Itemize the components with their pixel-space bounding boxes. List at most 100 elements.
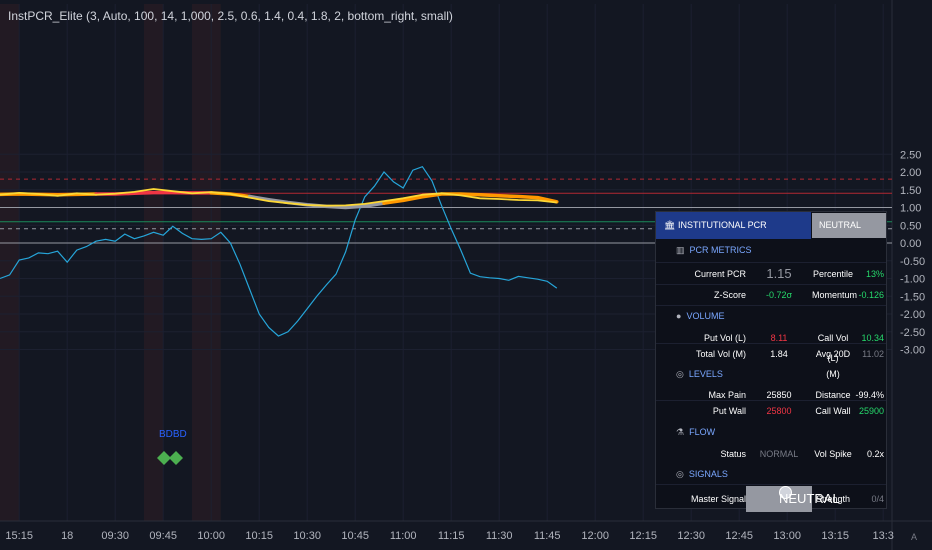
y-tick-label: 2.50 — [900, 149, 921, 161]
indicator-title[interactable]: InstPCR_Elite (3, Auto, 100, 14, 1,000, … — [8, 9, 453, 23]
x-tick-label: 09:30 — [101, 530, 129, 542]
momentum-label: Momentum — [812, 290, 858, 300]
zscore-line — [0, 165, 558, 337]
divider — [656, 284, 886, 285]
vol-spike-value: 0.2x — [866, 449, 884, 459]
section-flow: ⚗ FLOW — [656, 422, 886, 442]
pcr-fast-line — [0, 188, 557, 207]
row-total-vol: Total Vol (M) 1.84 Avg 20D (M) 11.02 — [656, 344, 886, 379]
strength-label: Strength — [815, 494, 851, 504]
y-tick-label: 1.50 — [900, 185, 921, 197]
microscope-icon: ⚗ — [676, 427, 685, 437]
row-flow-status: Status NORMAL Vol Spike 0.2x — [656, 444, 886, 464]
y-tick-label: -2.50 — [900, 327, 925, 339]
strength-value: 0/4 — [871, 494, 884, 504]
target-icon: ◎ — [676, 469, 684, 479]
x-tick-label: 11:00 — [390, 530, 417, 542]
y-tick-label: -2.00 — [900, 309, 925, 321]
signal-diamond-markers — [157, 451, 183, 465]
x-tick-label: 11:45 — [534, 530, 561, 542]
master-signal-value: NEUTRAL — [779, 491, 840, 506]
section-levels: ◎ LEVELS — [656, 364, 886, 384]
section-pcr-metrics: ▥ PCR METRICS — [656, 240, 886, 260]
y-tick-label: 1.00 — [900, 203, 921, 215]
x-tick-label: 12:15 — [629, 530, 657, 542]
chart-icon: ▥ — [676, 245, 685, 255]
x-tick-label: 10:45 — [341, 530, 369, 542]
master-signal-badge: NEUTRAL — [746, 486, 840, 512]
put-vol-value: 8.11 — [770, 333, 788, 343]
panel-status-badge: NEUTRAL — [812, 213, 886, 238]
vol-spike-label: Vol Spike — [814, 449, 852, 459]
x-tick-label: 13:15 — [821, 530, 849, 542]
x-tick-label: 09:45 — [149, 530, 177, 542]
panel-header: 🏛 INSTITUTIONAL PCR NEUTRAL — [656, 212, 886, 239]
divider — [656, 400, 886, 401]
call-vol-value: 10.34 — [861, 333, 884, 343]
x-tick-label: 12:45 — [725, 530, 753, 542]
x-tick-label: 10:30 — [293, 530, 321, 542]
master-signal-label: Master Signal — [690, 494, 746, 504]
row-zscore: Z-Score -0.72σ Momentum -0.126 — [656, 285, 886, 305]
x-axis[interactable]: 15:15 18 09:30 09:45 10:00 10:15 10:30 10:45 11:… — [5, 530, 893, 542]
flow-status-label: Status — [720, 449, 746, 459]
percentile-value: 13% — [865, 269, 884, 279]
call-wall-label: Call Wall — [815, 406, 851, 416]
x-tick-label: 12:30 — [677, 530, 705, 542]
divider — [656, 262, 886, 263]
diamond-marker — [157, 451, 171, 465]
flow-status-value: NORMAL — [759, 449, 799, 459]
x-tick-label: 10:00 — [197, 530, 225, 542]
y-tick-label: -1.00 — [900, 274, 925, 286]
momentum-value: -0.126 — [858, 290, 884, 300]
x-tick-label: 15:15 — [5, 530, 33, 542]
section-label: LEVELS — [688, 369, 723, 379]
highlight-band — [0, 4, 20, 521]
distance-label: Distance — [815, 390, 851, 400]
row-walls: Put Wall 25800 Call Wall 25900 — [656, 401, 886, 421]
x-tick-label: 13:3 — [872, 530, 893, 542]
moneybag-icon: ● — [676, 311, 682, 321]
diamond-marker — [169, 451, 183, 465]
x-tick-label: 13:00 — [773, 530, 801, 542]
section-label: VOLUME — [686, 311, 725, 321]
signal-label: BDBD — [159, 429, 187, 440]
call-wall-value: 25900 — [858, 406, 884, 416]
total-vol-value: 1.84 — [770, 349, 788, 359]
auto-scale-button[interactable]: A — [910, 532, 917, 542]
percentile-label: Percentile — [812, 269, 854, 279]
y-tick-label: -0.50 — [900, 256, 925, 268]
target-icon: ◎ — [676, 369, 684, 379]
row-max-pain: Max Pain 25850 Distance -99.4% — [656, 385, 886, 405]
bank-icon: 🏛 — [664, 220, 676, 230]
section-label: SIGNALS — [688, 469, 728, 479]
x-tick-label: 11:15 — [438, 530, 465, 542]
zscore-value: -0.72σ — [765, 290, 793, 300]
y-tick-label: 2.00 — [900, 167, 921, 179]
current-pcr-label: Current PCR — [694, 269, 746, 279]
divider — [656, 305, 886, 306]
divider — [656, 484, 886, 485]
y-tick-label: 0.50 — [900, 220, 921, 232]
panel-title-text: INSTITUTIONAL PCR — [677, 220, 767, 230]
highlight-band — [144, 4, 164, 521]
zscore-label: Z-Score — [713, 290, 746, 300]
x-tick-label: 10:15 — [245, 530, 273, 542]
section-label: FLOW — [689, 427, 716, 437]
institutional-pcr-panel: 🏛 INSTITUTIONAL PCR NEUTRAL ▥ PCR METRICS… — [655, 211, 887, 512]
total-vol-label: Total Vol (M) — [695, 349, 746, 359]
x-tick-label: 12:00 — [581, 530, 609, 542]
neutral-dot-icon — [779, 486, 792, 499]
max-pain-label: Max Pain — [708, 390, 746, 400]
row-master-signal: Master Signal NEUTRAL Strength 0/4 — [656, 486, 886, 512]
y-tick-label: -3.00 — [900, 345, 925, 357]
section-label: PCR METRICS — [689, 245, 752, 255]
highlight-bands — [0, 4, 221, 521]
avg-20d-value: 11.02 — [862, 349, 884, 359]
y-tick-label: 0.00 — [900, 238, 921, 250]
series-lines — [0, 165, 559, 337]
put-vol-label: Put Vol (L) — [703, 333, 746, 343]
put-wall-label: Put Wall — [712, 406, 746, 416]
row-current-pcr: Current PCR 1.15 Percentile 13% — [656, 264, 886, 284]
y-axis[interactable]: 2.50 2.00 1.50 1.00 0.50 0.00 -0.50 -1.00 -1.50 -… — [900, 149, 925, 356]
